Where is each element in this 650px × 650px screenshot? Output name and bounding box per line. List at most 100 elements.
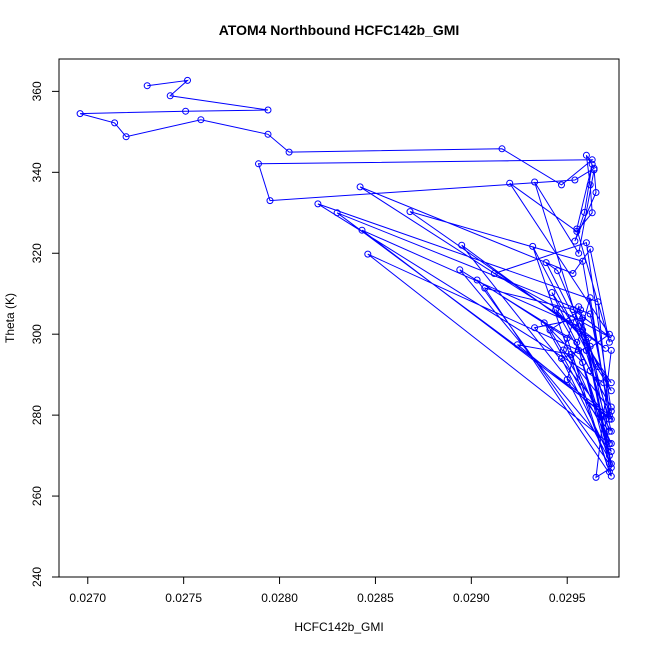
x-tick-label: 0.0270	[69, 591, 106, 605]
y-tick-label: 240	[30, 567, 44, 587]
data-point	[588, 156, 596, 164]
x-axis-label: HCFC142b_GMI	[294, 620, 383, 634]
data-point	[575, 249, 583, 257]
data-point	[605, 427, 613, 435]
data-point	[579, 257, 587, 265]
data-point	[582, 338, 590, 346]
data-point	[255, 160, 262, 168]
data-point	[607, 403, 615, 411]
x-tick-label: 0.0290	[453, 591, 490, 605]
data-point	[490, 270, 498, 277]
data-point	[559, 346, 567, 354]
data-point	[584, 334, 592, 342]
data-point	[264, 106, 272, 114]
data-point	[558, 181, 565, 189]
data-point	[166, 92, 174, 100]
data-point	[143, 82, 151, 90]
data-point	[607, 387, 615, 395]
y-axis-label: Theta (K)	[3, 293, 17, 343]
data-point	[356, 183, 364, 191]
data-point	[586, 181, 594, 189]
data-point	[607, 407, 615, 415]
x-tick-label: 0.0285	[357, 591, 394, 605]
data-point	[571, 176, 579, 184]
data-point	[573, 338, 581, 346]
data-point	[456, 266, 464, 274]
data-point	[111, 119, 119, 127]
data-point	[458, 241, 466, 249]
data-point	[607, 440, 615, 447]
y-tick-label: 320	[30, 243, 44, 263]
data-point	[588, 160, 596, 168]
data-point	[481, 284, 489, 292]
series-line	[79, 79, 613, 479]
data-point	[264, 130, 272, 138]
data-point	[586, 245, 594, 253]
data-point	[586, 342, 594, 350]
data-point	[554, 267, 562, 275]
x-axis: 0.0270 0.0275 0.0280 0.0285 0.0290 0.0295	[69, 577, 586, 605]
data-point	[573, 227, 581, 235]
data-point	[582, 346, 590, 354]
data-point	[540, 319, 548, 327]
data-point	[571, 237, 579, 245]
chart-title: ATOM4 Northbound HCFC142b_GMI	[219, 22, 460, 38]
data-point	[607, 464, 615, 472]
y-tick-label: 300	[30, 324, 44, 344]
data-point	[594, 298, 602, 306]
data-point	[575, 322, 583, 330]
data-point	[605, 330, 613, 338]
data-point	[563, 376, 571, 383]
data-point	[558, 355, 565, 362]
data-point	[579, 314, 587, 322]
plot-frame	[58, 58, 620, 578]
y-tick-label: 360	[30, 81, 44, 101]
data-point	[586, 294, 594, 302]
data-point	[605, 440, 613, 447]
data-point	[579, 326, 587, 334]
data-point	[607, 346, 615, 354]
data-point	[607, 334, 615, 342]
data-point	[607, 415, 615, 423]
data-point	[569, 270, 577, 277]
data-point	[513, 341, 521, 349]
data-point	[605, 411, 613, 419]
data-point	[575, 346, 583, 354]
data-point	[314, 200, 322, 208]
data-point	[548, 289, 556, 296]
data-point	[605, 468, 613, 476]
data-point	[266, 197, 274, 205]
data-point	[122, 133, 130, 141]
data-point	[605, 452, 613, 460]
data-point	[506, 179, 514, 187]
data-point	[498, 145, 506, 153]
data-point	[586, 367, 594, 375]
data-point	[588, 209, 596, 217]
x-tick-label: 0.0295	[549, 591, 586, 605]
data-point	[569, 306, 577, 313]
data-point	[333, 209, 341, 217]
data-point	[531, 324, 539, 332]
data-point	[473, 276, 481, 284]
data-point	[592, 473, 600, 481]
data-point	[197, 116, 205, 124]
data-point	[605, 415, 613, 423]
data-point	[605, 338, 613, 346]
data-point	[607, 472, 615, 480]
data-point	[605, 460, 613, 468]
data-point	[575, 303, 583, 311]
data-point	[531, 178, 539, 186]
data-point	[406, 208, 414, 216]
data-point	[546, 326, 554, 334]
data-point	[600, 379, 608, 387]
data-point	[607, 448, 615, 455]
y-tick-label: 340	[30, 162, 44, 182]
data-point	[586, 310, 594, 318]
data-point	[582, 239, 590, 247]
data-point	[567, 350, 575, 358]
data-point	[594, 363, 602, 371]
data-point	[582, 151, 590, 159]
data-point	[607, 379, 615, 387]
data-point	[607, 427, 615, 435]
